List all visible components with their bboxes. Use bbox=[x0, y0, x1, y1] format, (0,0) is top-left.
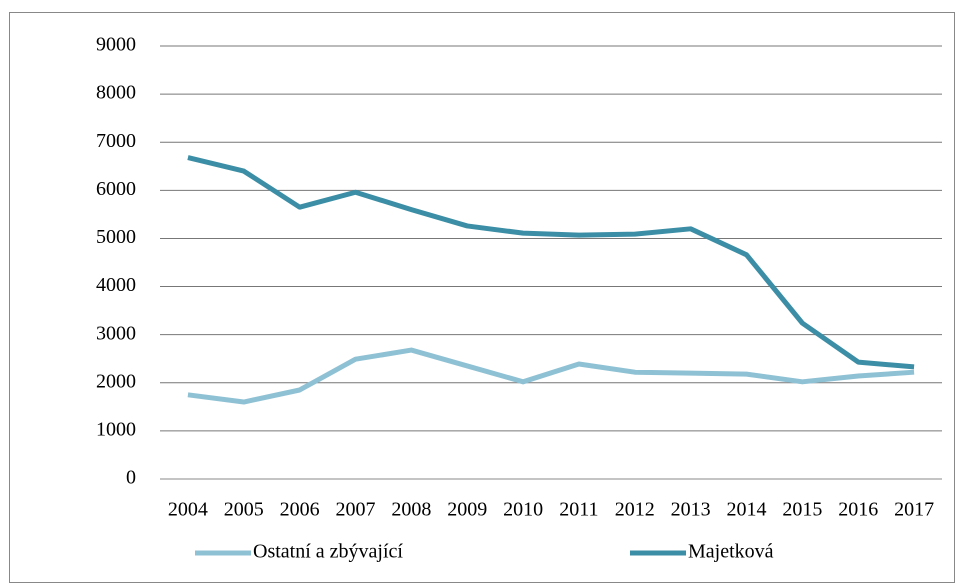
y-tick-label: 2000 bbox=[96, 370, 136, 392]
y-tick-label: 0 bbox=[126, 467, 136, 489]
y-tick-label: 7000 bbox=[96, 130, 136, 152]
y-tick-label: 1000 bbox=[96, 418, 136, 440]
x-tick-label: 2004 bbox=[168, 499, 208, 521]
series-line bbox=[187, 347, 915, 405]
x-tick-label: 2013 bbox=[671, 499, 711, 521]
y-tick-label: 5000 bbox=[96, 226, 136, 248]
legend-label: Majetková bbox=[688, 541, 774, 563]
x-tick-label: 2017 bbox=[894, 499, 934, 521]
y-tick-label: 6000 bbox=[96, 178, 136, 200]
x-tick-label: 2010 bbox=[503, 499, 543, 521]
x-tick-label: 2008 bbox=[391, 499, 431, 521]
x-tick-label: 2014 bbox=[727, 499, 767, 521]
chart-border bbox=[9, 12, 955, 583]
x-tick-label: 2015 bbox=[782, 499, 822, 521]
x-tick-label: 2006 bbox=[280, 499, 320, 521]
x-tick-label: 2005 bbox=[224, 499, 264, 521]
x-tick-label: 2012 bbox=[615, 499, 655, 521]
legend-label: Ostatní a zbývající bbox=[253, 541, 403, 563]
y-tick-label: 8000 bbox=[96, 82, 136, 104]
x-tick-label: 2007 bbox=[336, 499, 376, 521]
y-tick-label: 9000 bbox=[96, 34, 136, 56]
y-tick-label: 3000 bbox=[96, 322, 136, 344]
series-line bbox=[187, 155, 915, 370]
x-tick-label: 2009 bbox=[447, 499, 487, 521]
x-tick-label: 2016 bbox=[838, 499, 878, 521]
y-tick-label: 4000 bbox=[96, 274, 136, 296]
x-tick-label: 2011 bbox=[559, 499, 598, 521]
